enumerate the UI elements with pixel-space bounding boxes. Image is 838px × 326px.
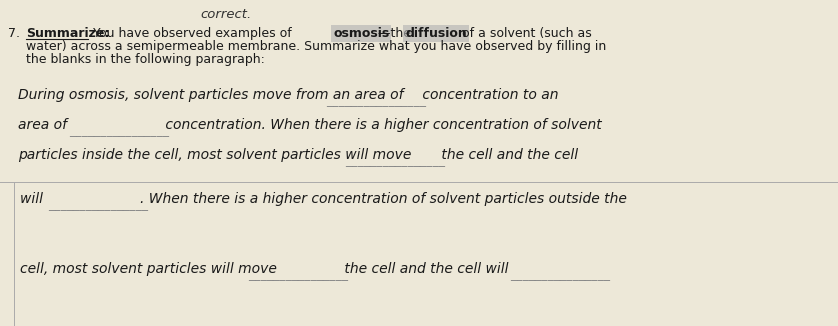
Text: Summarize:: Summarize: [26,27,110,40]
Text: —the: —the [378,27,415,40]
Text: diffusion: diffusion [405,27,467,40]
Text: correct.: correct. [200,8,251,21]
Text: You have observed examples of: You have observed examples of [89,27,296,40]
Text: the cell and the cell: the cell and the cell [437,148,578,162]
Text: area of: area of [18,118,71,132]
Text: concentration to an: concentration to an [418,88,558,102]
Text: osmosis: osmosis [333,27,389,40]
Text: . When there is a higher concentration of solvent particles outside the: . When there is a higher concentration o… [140,192,627,206]
Text: ________________: ________________ [69,124,169,137]
Text: ________________: ________________ [510,268,610,281]
Text: 7.: 7. [8,27,20,40]
Text: ________________: ________________ [248,268,348,281]
Text: concentration. When there is a higher concentration of solvent: concentration. When there is a higher co… [161,118,602,132]
Text: ________________: ________________ [345,154,445,167]
Text: cell, most solvent particles will move: cell, most solvent particles will move [20,262,282,276]
Text: During osmosis, solvent particles move from an area of: During osmosis, solvent particles move f… [18,88,408,102]
Text: the cell and the cell will: the cell and the cell will [340,262,513,276]
Text: particles inside the cell, most solvent particles will move: particles inside the cell, most solvent … [18,148,416,162]
Text: will: will [20,192,48,206]
Text: of a solvent (such as: of a solvent (such as [458,27,592,40]
Text: ________________: ________________ [326,94,426,107]
Text: the blanks in the following paragraph:: the blanks in the following paragraph: [26,53,265,66]
Text: ________________: ________________ [48,198,148,211]
Text: water) across a semipermeable membrane. Summarize what you have observed by fill: water) across a semipermeable membrane. … [26,40,606,53]
